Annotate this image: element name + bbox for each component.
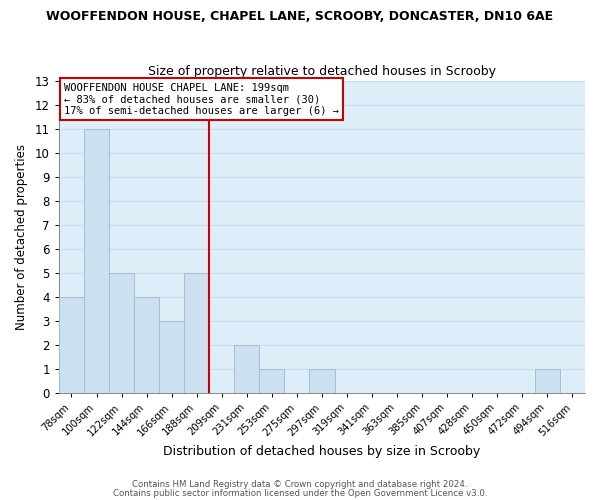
- Bar: [310, 369, 335, 393]
- Bar: [84, 129, 109, 393]
- Bar: [235, 345, 259, 393]
- Y-axis label: Number of detached properties: Number of detached properties: [15, 144, 28, 330]
- Bar: [159, 321, 184, 393]
- Title: Size of property relative to detached houses in Scrooby: Size of property relative to detached ho…: [148, 66, 496, 78]
- Text: Contains HM Land Registry data © Crown copyright and database right 2024.: Contains HM Land Registry data © Crown c…: [132, 480, 468, 489]
- Bar: [109, 273, 134, 393]
- Bar: [259, 369, 284, 393]
- X-axis label: Distribution of detached houses by size in Scrooby: Distribution of detached houses by size …: [163, 444, 481, 458]
- Text: WOOFFENDON HOUSE CHAPEL LANE: 199sqm
← 83% of detached houses are smaller (30)
1: WOOFFENDON HOUSE CHAPEL LANE: 199sqm ← 8…: [64, 82, 339, 116]
- Text: Contains public sector information licensed under the Open Government Licence v3: Contains public sector information licen…: [113, 488, 487, 498]
- Bar: [134, 297, 159, 393]
- Text: WOOFFENDON HOUSE, CHAPEL LANE, SCROOBY, DONCASTER, DN10 6AE: WOOFFENDON HOUSE, CHAPEL LANE, SCROOBY, …: [46, 10, 554, 23]
- Bar: [59, 297, 84, 393]
- Bar: [535, 369, 560, 393]
- Bar: [184, 273, 209, 393]
